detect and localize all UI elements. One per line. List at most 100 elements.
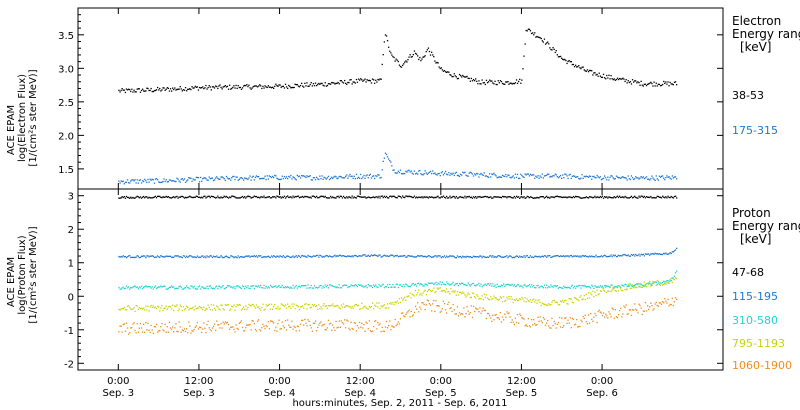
data-point: [143, 195, 145, 198]
data-point: [211, 309, 214, 311]
data-point: [544, 287, 547, 289]
data-point: [182, 306, 185, 308]
data-point: [248, 287, 250, 289]
data-point: [617, 285, 620, 287]
data-point: [322, 195, 324, 197]
data-point: [516, 284, 519, 286]
data-point: [439, 255, 441, 257]
data-point: [207, 195, 209, 197]
data-point: [279, 84, 281, 86]
data-point: [348, 196, 350, 198]
data-point: [299, 256, 302, 259]
data-point: [672, 278, 674, 280]
data-point: [283, 327, 286, 329]
data-point: [557, 321, 560, 324]
data-point: [221, 304, 223, 307]
data-point: [474, 173, 476, 175]
data-point: [375, 320, 377, 322]
data-point: [625, 79, 627, 81]
data-point: [236, 176, 238, 178]
data-point: [277, 85, 279, 87]
data-point: [607, 285, 609, 287]
data-point: [188, 88, 190, 90]
data-point: [282, 196, 284, 199]
data-point: [418, 289, 420, 291]
data-point: [645, 310, 648, 312]
data-point: [198, 285, 201, 287]
data-point: [521, 79, 523, 81]
data-point: [215, 177, 217, 179]
data-point: [400, 173, 403, 175]
data-point: [591, 255, 593, 257]
data-point: [164, 180, 166, 183]
data-point: [627, 312, 629, 315]
data-point: [485, 284, 488, 286]
data-point: [568, 174, 570, 176]
data-point: [385, 307, 388, 309]
data-point: [536, 196, 538, 199]
data-point: [302, 285, 304, 287]
data-point: [532, 197, 534, 199]
data-point: [296, 256, 298, 258]
data-point: [220, 255, 222, 257]
data-point: [676, 278, 678, 280]
data-point: [239, 287, 241, 289]
data-point: [379, 78, 381, 80]
data-point: [608, 311, 610, 313]
data-point: [538, 287, 540, 289]
data-point: [651, 175, 653, 177]
data-point: [610, 254, 612, 256]
data-point: [512, 285, 514, 287]
data-point: [656, 178, 658, 180]
data-point: [470, 77, 472, 80]
data-point: [405, 195, 407, 197]
data-point: [518, 299, 520, 301]
data-point: [672, 84, 674, 86]
data-point: [463, 307, 465, 309]
data-point: [330, 195, 332, 198]
data-point: [311, 179, 313, 181]
data-point: [123, 89, 125, 91]
data-point: [370, 306, 373, 308]
data-point: [474, 284, 476, 287]
data-point: [350, 79, 352, 81]
data-point: [118, 89, 120, 91]
data-point: [471, 80, 474, 82]
data-point: [616, 176, 619, 178]
data-point: [635, 196, 637, 199]
data-point: [157, 331, 159, 333]
data-point: [223, 323, 225, 325]
data-point: [213, 196, 216, 199]
data-point: [520, 196, 522, 198]
data-point: [275, 326, 277, 328]
data-point: [256, 256, 259, 258]
data-point: [187, 306, 189, 308]
data-point: [420, 283, 422, 285]
data-point: [297, 175, 300, 178]
electron-legend-title-line3: [keV]: [740, 40, 771, 54]
data-point: [238, 322, 240, 324]
data-point: [163, 285, 165, 287]
data-point: [664, 282, 666, 284]
data-point: [357, 78, 360, 80]
data-point: [501, 316, 504, 318]
data-point: [287, 255, 289, 257]
data-point: [594, 195, 596, 197]
data-point: [660, 84, 663, 87]
data-point: [623, 78, 625, 80]
data-point: [597, 286, 599, 288]
data-point: [396, 300, 398, 302]
data-point: [621, 78, 623, 80]
data-point: [398, 323, 401, 325]
data-point: [408, 169, 410, 171]
data-point: [179, 256, 181, 258]
data-point: [172, 286, 174, 288]
data-point: [365, 321, 367, 323]
data-point: [491, 285, 493, 287]
data-point: [162, 196, 164, 198]
data-point: [312, 83, 315, 85]
data-point: [213, 288, 216, 290]
data-point: [592, 197, 594, 199]
data-point: [391, 54, 393, 56]
data-point: [493, 196, 495, 198]
